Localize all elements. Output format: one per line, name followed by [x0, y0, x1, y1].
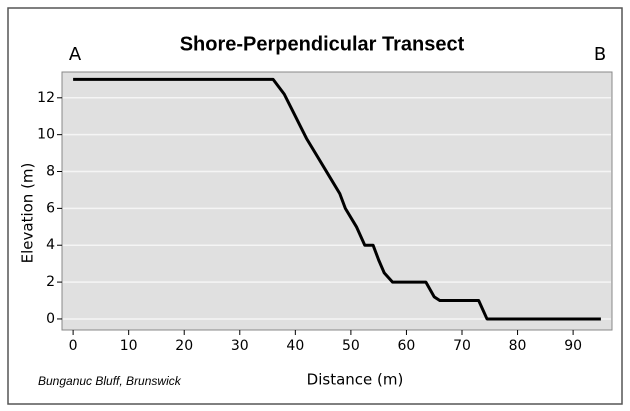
x-tick-label: 10 [120, 338, 138, 354]
endpoint-label: B [594, 44, 606, 65]
x-axis-label: Distance (m) [307, 371, 404, 389]
y-tick-label: 4 [46, 237, 55, 253]
y-axis-label: Elevation (m) [19, 163, 37, 264]
y-tick-label: 10 [37, 127, 55, 143]
line [73, 77, 601, 321]
y-tick-label: 0 [46, 311, 55, 327]
x-tick-label: 40 [286, 338, 304, 354]
x-tick-label: 30 [231, 338, 249, 354]
x-tick-label: 50 [342, 338, 360, 354]
x-tick-label: 90 [564, 338, 582, 354]
y-tick-label: 12 [37, 90, 55, 106]
y-tick-label: 2 [46, 274, 55, 290]
caption: Bunganuc Bluff, Brunswick [38, 374, 182, 388]
endpoint-label: A [69, 44, 82, 65]
x-tick-label: 20 [175, 338, 193, 354]
x-tick-label: 0 [69, 338, 78, 354]
y-tick-label: 8 [46, 164, 55, 180]
y-tick-label: 6 [46, 200, 55, 216]
x-tick-label: 60 [398, 338, 416, 354]
x-tick-label: 80 [509, 338, 527, 354]
x-tick-label: 70 [453, 338, 471, 354]
chart-title: Shore-Perpendicular Transect [180, 33, 465, 55]
plot-area [61, 71, 613, 331]
